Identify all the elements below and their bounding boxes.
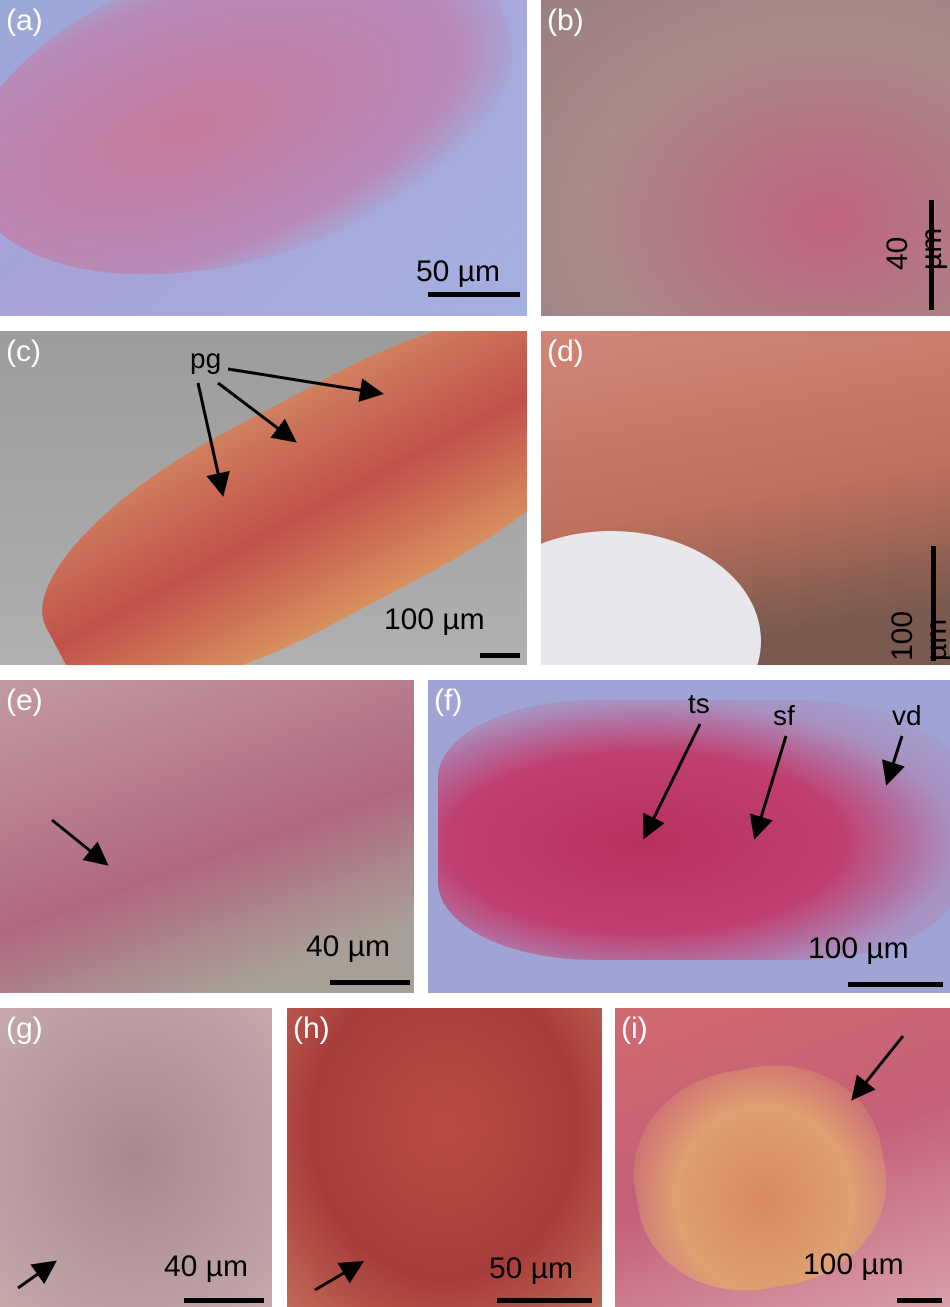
panel-a: (a) 50 µm xyxy=(0,0,527,316)
scale-bar-label: 40 µm xyxy=(164,1250,248,1283)
scale-bar xyxy=(428,292,520,297)
scale-bar xyxy=(897,1298,942,1303)
annotation-sf: sf xyxy=(773,700,795,731)
panel-c: (c) pg 100 µm xyxy=(0,331,527,665)
scale-bar xyxy=(330,980,410,985)
scale-bar-label: 40 µm xyxy=(306,930,390,963)
scale-bar-label: 100 µm xyxy=(803,1248,904,1281)
scale-bar xyxy=(184,1298,264,1303)
scale-bar xyxy=(931,546,936,661)
annotation-pg: pg xyxy=(190,343,222,374)
panel-b: (b) 40 µm xyxy=(541,0,950,316)
panel-label: (a) xyxy=(6,4,43,37)
panel-d: (d) 100 µm xyxy=(541,331,950,665)
scale-bar xyxy=(848,982,943,987)
panel-e: (e) 40 µm xyxy=(0,680,414,993)
panel-label: (f) xyxy=(434,684,463,717)
scale-bar-label: 100 µm xyxy=(808,932,909,965)
annotation-ts: ts xyxy=(688,688,710,719)
panel-label: (b) xyxy=(547,4,584,37)
panel-label: (h) xyxy=(293,1012,330,1045)
panel-h: (h) 50 µm xyxy=(287,1008,602,1307)
panel-label: (g) xyxy=(6,1012,43,1045)
scale-bar-label: 100 µm xyxy=(384,603,485,636)
scale-bar xyxy=(480,653,520,658)
panel-label: (c) xyxy=(6,335,41,368)
scale-bar xyxy=(497,1298,592,1303)
scale-bar-label: 40 µm xyxy=(881,228,948,270)
scale-bar-label: 50 µm xyxy=(489,1252,573,1285)
scale-bar xyxy=(929,200,934,310)
tissue xyxy=(438,700,950,960)
panel-label: (d) xyxy=(547,335,584,368)
annotation-vd: vd xyxy=(892,700,922,731)
panel-f: (f) ts sf vd 100 µm xyxy=(428,680,950,993)
panel-label: (i) xyxy=(621,1012,648,1045)
scale-bar-label: 50 µm xyxy=(416,255,500,288)
panel-g: (g) 40 µm xyxy=(0,1008,272,1307)
scale-bar-label: 100 µm xyxy=(886,610,950,661)
panel-label: (e) xyxy=(6,684,43,717)
background-region xyxy=(541,531,761,665)
panel-i: (i) 100 µm xyxy=(615,1008,950,1307)
